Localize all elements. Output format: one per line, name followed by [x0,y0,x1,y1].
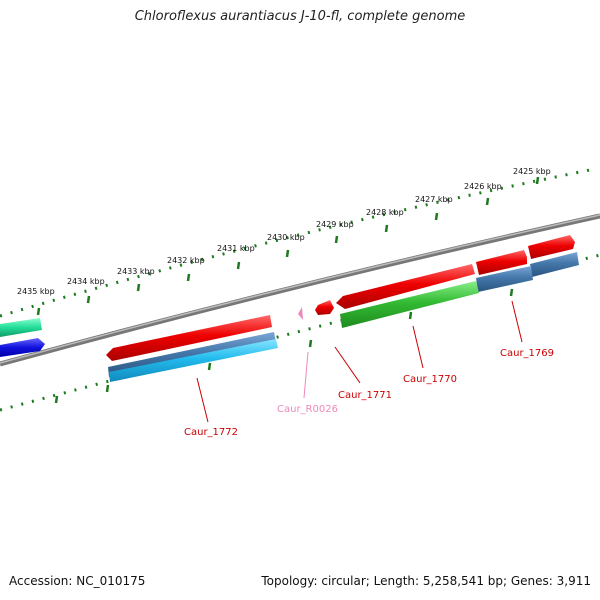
gene-label-caur-1770[interactable]: Caur_1770 [403,374,457,385]
gene-caur-1771-arrow[interactable] [336,264,475,309]
gene-block-cyan[interactable] [109,339,278,382]
genome-summary-text: Topology: circular; Length: 5,258,541 bp… [261,574,591,588]
gene-block-navy[interactable] [0,338,45,357]
map-title: Chloroflexus aurantiacus J-10-fl, comple… [134,9,466,24]
gene-label-caur-1772[interactable]: Caur_1772 [184,427,238,438]
gene-label-caur-r0026[interactable]: Caur_R0026 [277,404,338,415]
kbp-label: 2433 kbp [117,267,155,276]
genome-backbone [0,213,600,367]
gene-block-blue-right[interactable] [530,252,579,277]
inner-major-ticks [54,288,514,404]
kbp-label: 2427 kbp [415,195,453,204]
gene-caur-1769-arrow[interactable] [528,235,575,259]
accession-text: Accession: NC_010175 [9,574,146,588]
gene-label-caur-1769[interactable]: Caur_1769 [500,348,554,359]
gene-caur-1772-arrow[interactable] [106,315,272,361]
gene-caur-1770-arrow[interactable] [476,250,527,275]
kbp-label: 2430 kbp [267,233,305,242]
kbp-label: 2426 kbp [464,182,502,191]
kbp-label: 2434 kbp [67,277,105,286]
gene-block-teal[interactable] [0,318,42,337]
kbp-label: 2425 kbp [513,167,551,176]
kbp-labels: 2425 kbp 2426 kbp 2427 kbp 2428 kbp 2429… [17,167,551,296]
kbp-label: 2432 kbp [167,256,205,265]
gene-caur-1770-green[interactable] [340,281,479,328]
rna-caur-r0026-marker[interactable] [298,307,303,320]
kbp-label: 2428 kbp [366,208,404,217]
outer-tick-ring [0,168,591,318]
kbp-label: 2429 kbp [316,220,354,229]
gene-label-caur-1771[interactable]: Caur_1771 [338,390,392,401]
gene-block-blue-mid[interactable] [476,266,533,292]
gene-small-red-arrow[interactable] [315,300,334,315]
label-leaders [196,300,523,423]
outer-major-ticks [36,176,540,316]
kbp-label: 2435 kbp [17,287,55,296]
kbp-label: 2431 kbp [217,244,255,253]
